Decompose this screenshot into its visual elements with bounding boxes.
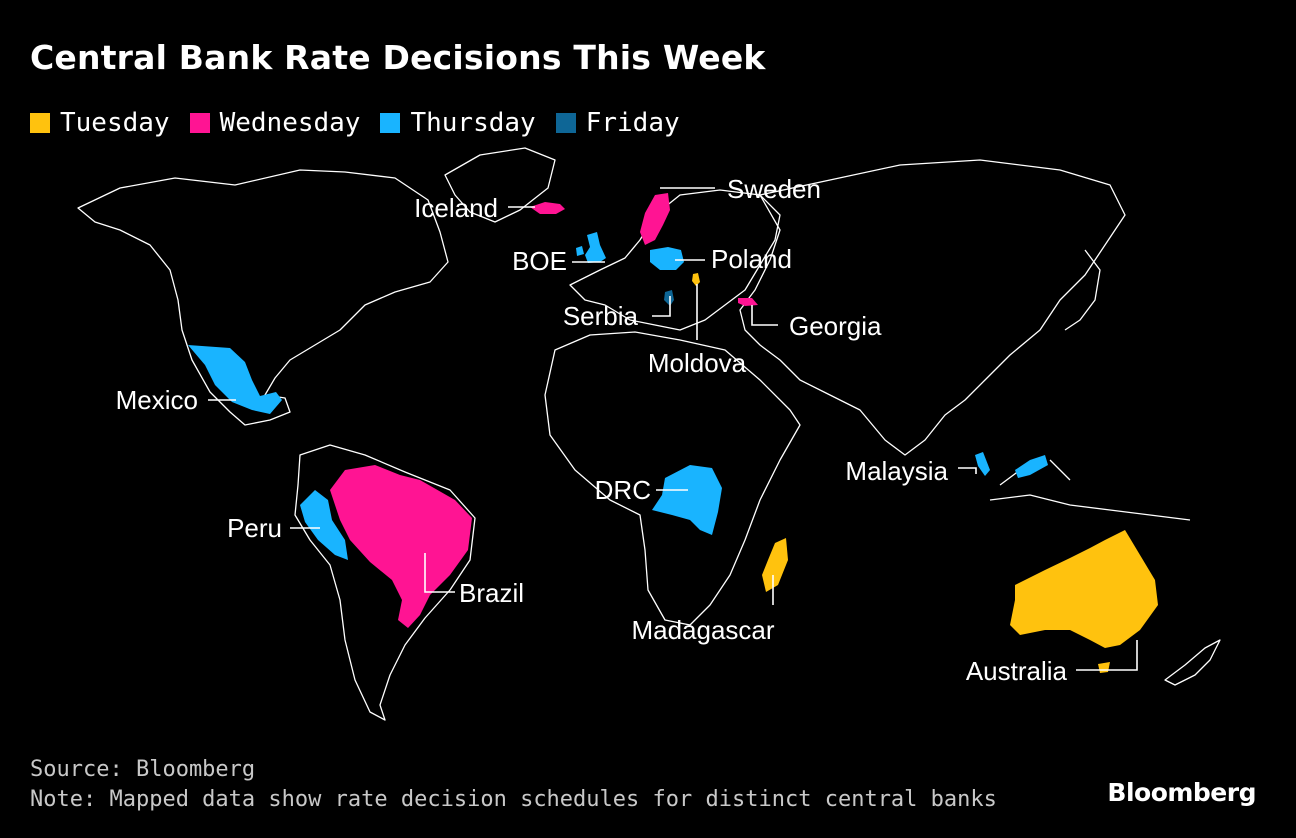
- source-note: Source: Bloomberg: [30, 757, 256, 782]
- label-australia: Australia: [966, 656, 1068, 686]
- legend-label-friday: Friday: [585, 108, 680, 138]
- country-drc: [652, 465, 722, 535]
- country-malaysia: [975, 452, 990, 476]
- label-madagascar: Madagascar: [631, 615, 774, 645]
- footer: Source: Bloomberg Note: Mapped data show…: [30, 755, 997, 815]
- legend-label-thursday: Thursday: [410, 108, 536, 138]
- country-madagascar: [762, 538, 788, 592]
- label-peru: Peru: [227, 513, 282, 543]
- label-sweden: Sweden: [727, 174, 821, 204]
- legend-item-thursday: Thursday: [380, 108, 536, 138]
- country-uk: [585, 232, 606, 263]
- legend-item-tuesday: Tuesday: [30, 108, 170, 138]
- landmass-asia: [739, 159, 1126, 456]
- label-mexico: Mexico: [116, 385, 198, 415]
- country-sweden: [640, 193, 670, 245]
- label-poland: Poland: [711, 244, 792, 274]
- country-uk-ireland: [576, 246, 584, 256]
- landmass-outlines: [77, 147, 1221, 721]
- leader-line-brazil: [424, 553, 455, 593]
- leader-lines: [208, 187, 1138, 671]
- country-australia-tasmania: [1098, 662, 1110, 673]
- legend: Tuesday Wednesday Thursday Friday: [30, 108, 680, 138]
- leader-line-australia: [1076, 640, 1138, 671]
- bloomberg-logo: Bloomberg: [1107, 778, 1256, 807]
- country-malaysia-borneo: [1015, 455, 1048, 478]
- label-brazil: Brazil: [459, 578, 524, 608]
- chart-title: Central Bank Rate Decisions This Week: [30, 38, 766, 77]
- legend-item-wednesday: Wednesday: [189, 108, 361, 138]
- country-iceland: [530, 202, 565, 214]
- leader-line-georgia: [751, 305, 778, 326]
- label-georgia: Georgia: [789, 311, 882, 341]
- country-mexico: [188, 345, 282, 414]
- landmass-greenland: [444, 147, 556, 223]
- country-serbia: [664, 290, 674, 306]
- legend-swatch-wednesday: [189, 113, 210, 133]
- landmass-south-america: [294, 444, 476, 721]
- legend-label-wednesday: Wednesday: [219, 108, 361, 138]
- landmass-north-america: [77, 169, 449, 426]
- label-boe: BOE: [512, 246, 567, 276]
- landmass-africa: [544, 331, 801, 626]
- leader-line-malaysia: [958, 467, 977, 474]
- label-iceland: Iceland: [414, 193, 498, 223]
- highlighted-countries: [188, 193, 1158, 673]
- country-brazil: [330, 465, 472, 628]
- label-moldova: Moldova: [648, 348, 747, 378]
- legend-item-friday: Friday: [555, 108, 680, 138]
- landmass-new-zealand: [1164, 639, 1221, 686]
- landmass-japan: [1064, 249, 1101, 331]
- country-peru: [300, 490, 348, 560]
- country-moldova: [692, 273, 700, 286]
- country-poland: [650, 247, 684, 270]
- leader-line-serbia: [652, 296, 671, 317]
- label-serbia: Serbia: [563, 301, 639, 331]
- legend-label-tuesday: Tuesday: [60, 108, 170, 138]
- data-note: Note: Mapped data show rate decision sch…: [30, 787, 997, 812]
- country-georgia: [738, 298, 758, 306]
- legend-swatch-thursday: [380, 113, 401, 133]
- country-labels: Iceland Sweden BOE Poland Serbia Moldova…: [116, 174, 1068, 686]
- label-drc: DRC: [595, 475, 651, 505]
- legend-swatch-friday: [555, 113, 576, 133]
- label-malaysia: Malaysia: [845, 456, 948, 486]
- country-australia: [1010, 530, 1158, 648]
- legend-swatch-tuesday: [30, 113, 50, 133]
